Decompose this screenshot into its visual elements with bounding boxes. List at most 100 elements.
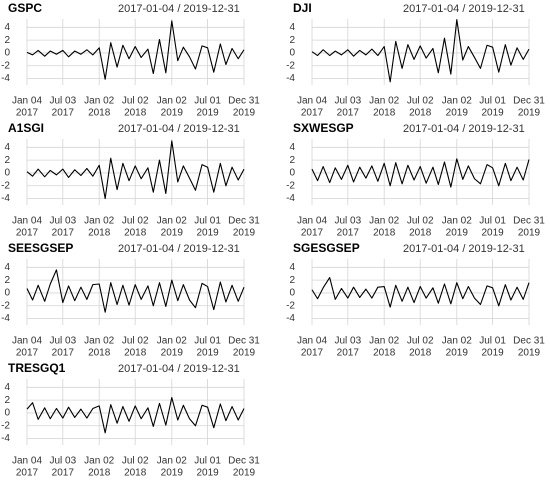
x-tick-label: 2019 [161, 468, 184, 479]
y-tick-label: 2 [289, 155, 295, 166]
y-tick-label: -2 [286, 60, 295, 71]
panel-title: A1SGI [8, 121, 44, 135]
x-tick-label: 2017 [16, 228, 39, 239]
x-tick-label: 2018 [409, 108, 432, 119]
date-range: 2017-01-04 / 2019-12-31 [118, 3, 240, 15]
y-tick-label: -2 [1, 180, 10, 191]
y-tick-label: -4 [1, 433, 10, 444]
x-tick-label: Jan 04 [297, 96, 327, 107]
y-tick-label: -2 [1, 300, 10, 311]
series-line [26, 20, 245, 80]
x-tick-label: Jul 02 [407, 96, 434, 107]
x-tick-label: Jan 02 [157, 96, 187, 107]
panel: TRESGQ1 2017-01-04 / 2019-12-31 4 2 0-2 -4 Jan… [1, 361, 260, 478]
date-range: 2017-01-04 / 2019-12-31 [403, 243, 525, 255]
x-tick-label: Jan 02 [369, 216, 399, 227]
x-tick-label: 2019 [481, 228, 504, 239]
x-tick-label: Jan 02 [442, 96, 472, 107]
series-line [311, 19, 530, 83]
x-tick-label: 2018 [88, 348, 111, 359]
y-tick-label: -4 [286, 193, 295, 204]
x-tick-label: Jul 02 [122, 216, 149, 227]
x-tick-label: Jul 03 [334, 336, 361, 347]
x-tick-label: Jul 01 [194, 96, 221, 107]
x-tick-label: 2019 [481, 348, 504, 359]
y-tick-label: 0 [4, 48, 10, 59]
panel-title: SGESGSEP [293, 241, 360, 255]
x-tick-label: Jul 01 [194, 456, 221, 467]
x-tick-label: 2019 [518, 348, 541, 359]
x-tick-label: Jul 01 [194, 336, 221, 347]
date-range: 2017-01-04 / 2019-12-31 [118, 243, 240, 255]
x-tick-label: Jan 04 [297, 336, 327, 347]
y-tick-label: -2 [1, 60, 10, 71]
x-tick-label: Jan 04 [12, 456, 42, 467]
series-line [26, 397, 245, 434]
panel-title: SEESGSEP [8, 241, 73, 255]
series-line [311, 158, 530, 188]
date-range: 2017-01-04 / 2019-12-31 [403, 3, 525, 15]
x-tick-label: Jan 02 [84, 336, 114, 347]
y-tick-label: -4 [1, 73, 10, 84]
x-tick-label: 2019 [196, 228, 219, 239]
x-tick-label: 2019 [481, 108, 504, 119]
x-tick-label: Jan 02 [442, 336, 472, 347]
x-tick-label: Jan 02 [84, 456, 114, 467]
x-tick-label: Jul 02 [407, 336, 434, 347]
x-tick-label: 2019 [446, 228, 469, 239]
y-tick-label: 0 [4, 168, 10, 179]
y-tick-label: 4 [289, 142, 295, 153]
x-tick-label: Jan 02 [369, 336, 399, 347]
x-tick-label: Jul 02 [122, 336, 149, 347]
x-tick-label: Dec 31 [513, 96, 545, 107]
x-tick-label: Jul 03 [49, 456, 76, 467]
x-tick-label: 2019 [446, 108, 469, 119]
x-tick-label: 2017 [337, 108, 360, 119]
x-tick-label: 2018 [124, 348, 147, 359]
y-tick-label: 0 [4, 288, 10, 299]
x-tick-label: Jul 03 [49, 336, 76, 347]
y-tick-label: 0 [289, 288, 295, 299]
series-line [26, 269, 245, 313]
x-tick-label: 2017 [337, 348, 360, 359]
x-tick-label: 2019 [233, 228, 256, 239]
y-tick-label: 4 [4, 142, 10, 153]
x-tick-label: 2018 [373, 348, 396, 359]
x-tick-label: 2018 [373, 228, 396, 239]
x-tick-label: 2019 [161, 348, 184, 359]
x-tick-label: 2017 [16, 108, 39, 119]
x-tick-label: 2019 [518, 228, 541, 239]
date-range: 2017-01-04 / 2019-12-31 [118, 123, 240, 135]
panel-title: SXWESGP [293, 121, 354, 135]
x-tick-label: Jul 02 [122, 456, 149, 467]
y-tick-label: 2 [4, 155, 10, 166]
x-tick-label: Jan 04 [12, 216, 42, 227]
x-tick-label: Jan 04 [12, 336, 42, 347]
y-tick-label: 2 [4, 395, 10, 406]
y-tick-label: -4 [1, 313, 10, 324]
x-tick-label: Jul 03 [334, 96, 361, 107]
panel-title: TRESGQ1 [8, 361, 66, 375]
x-tick-label: 2018 [88, 108, 111, 119]
x-tick-label: Jan 02 [84, 96, 114, 107]
y-tick-label: -4 [286, 313, 295, 324]
x-tick-label: 2018 [124, 468, 147, 479]
x-tick-label: 2017 [52, 468, 75, 479]
x-tick-label: Dec 31 [228, 456, 260, 467]
x-tick-label: Jul 01 [479, 216, 506, 227]
x-tick-label: 2018 [124, 228, 147, 239]
x-tick-label: 2019 [196, 468, 219, 479]
x-tick-label: Jul 03 [49, 216, 76, 227]
x-tick-label: 2019 [161, 108, 184, 119]
x-tick-label: Jan 04 [297, 216, 327, 227]
x-tick-label: 2019 [233, 348, 256, 359]
x-tick-label: 2018 [124, 108, 147, 119]
y-tick-label: 2 [289, 275, 295, 286]
x-tick-label: Jan 02 [157, 336, 187, 347]
x-tick-label: 2017 [52, 108, 75, 119]
x-tick-label: 2019 [233, 108, 256, 119]
x-tick-label: Jan 02 [442, 216, 472, 227]
x-tick-label: 2019 [518, 108, 541, 119]
x-tick-label: 2017 [301, 348, 324, 359]
